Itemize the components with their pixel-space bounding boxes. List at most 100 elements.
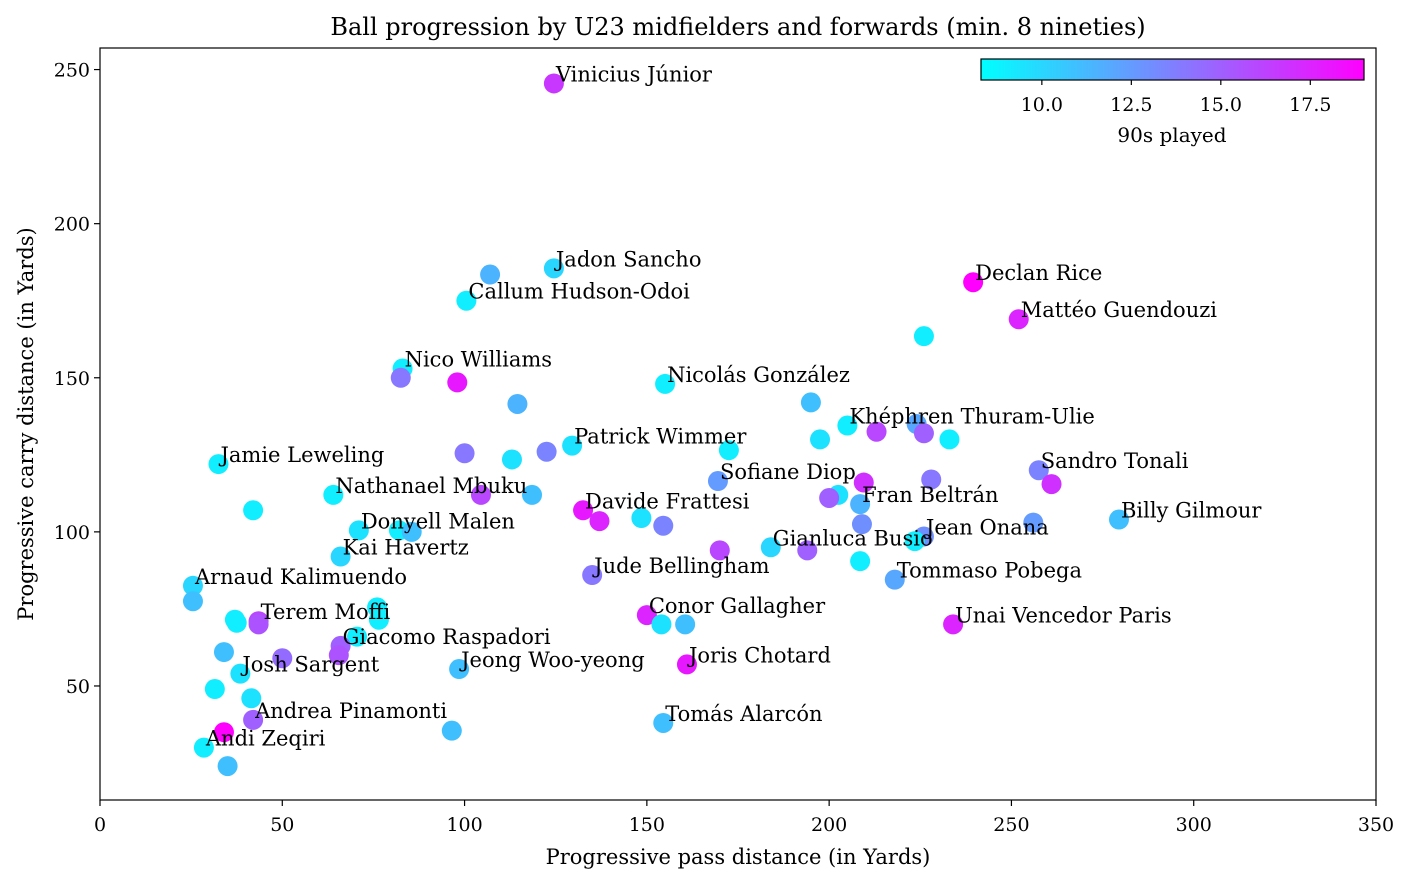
point-label: Mattéo Guendouzi	[1021, 298, 1218, 322]
data-point	[904, 531, 925, 552]
point-label: Vinicius Júnior	[555, 62, 713, 86]
data-point	[501, 449, 522, 470]
y-tick-label: 250	[54, 60, 90, 82]
point-label: Nico Williams	[405, 348, 552, 372]
point-label: Unai Vencedor Paris	[955, 603, 1172, 627]
data-point	[810, 429, 831, 450]
point-label: Gianluca Busio	[773, 526, 933, 550]
point-labels-layer: Vinicius Júnior Jadon Sancho Callum Hudson…	[194, 62, 1262, 750]
data-point	[323, 484, 344, 505]
data-point	[348, 520, 369, 541]
x-tick-label: 150	[629, 814, 665, 836]
point-label: Tomás Alarcón	[665, 702, 822, 726]
marks-layer	[182, 73, 1129, 777]
point-label: Kai Havertz	[343, 536, 469, 560]
data-point	[454, 443, 475, 464]
x-tick-label: 50	[270, 814, 294, 836]
data-point	[470, 484, 491, 505]
data-point	[939, 429, 960, 450]
point-label: Callum Hudson-Odoi	[468, 280, 690, 304]
point-label: Jean Onana	[924, 515, 1049, 539]
x-tick-label: 350	[1358, 814, 1394, 836]
data-point	[272, 648, 293, 669]
point-label: Andrea Pinamonti	[254, 699, 447, 723]
data-point	[213, 642, 234, 663]
data-point	[1041, 474, 1062, 495]
x-axis-label: Progressive pass distance (in Yards)	[546, 845, 931, 869]
data-point	[819, 487, 840, 508]
data-point	[921, 469, 942, 490]
data-point	[1023, 512, 1044, 533]
colorbar-tick-label: 12.5	[1110, 94, 1152, 116]
data-point	[676, 654, 697, 675]
data-point	[913, 326, 934, 347]
data-point	[797, 540, 818, 561]
y-tick-label: 100	[54, 522, 90, 544]
data-point	[441, 720, 462, 741]
x-tick-label: 100	[446, 814, 482, 836]
data-point	[182, 591, 203, 612]
y-tick-label: 50	[66, 676, 90, 698]
data-point	[193, 737, 214, 758]
data-point	[943, 614, 964, 635]
colorbar-tick-label: 17.5	[1289, 94, 1331, 116]
data-point	[182, 575, 203, 596]
data-point	[536, 441, 557, 462]
point-label: Khéphren Thuram-Ulie	[849, 405, 1094, 429]
data-point	[707, 471, 728, 492]
plot-frame	[99, 47, 1377, 801]
point-label: Nicolás González	[667, 363, 850, 387]
data-point	[562, 435, 583, 456]
chart-title: Ball progression by U23 midfielders and …	[330, 13, 1145, 41]
data-point	[330, 546, 351, 567]
data-point	[589, 511, 610, 532]
data-point	[208, 454, 229, 475]
data-point	[851, 514, 872, 535]
point-label: Andi Zeqiri	[205, 727, 326, 751]
colorbar-tick-label: 15.0	[1200, 94, 1242, 116]
data-point	[675, 614, 696, 635]
data-point	[522, 484, 543, 505]
data-point	[655, 373, 676, 394]
data-point	[447, 372, 468, 393]
data-point	[582, 565, 603, 586]
data-point	[1028, 460, 1049, 481]
data-point	[243, 500, 264, 521]
data-point	[651, 614, 672, 635]
data-point	[347, 626, 368, 647]
point-label: Patrick Wimmer	[574, 425, 747, 449]
colorbar-tick-label: 10.0	[1021, 94, 1063, 116]
data-point	[230, 663, 251, 684]
colorbar: 10.0 12.5 15.0 17.5 90s played	[980, 58, 1365, 147]
point-label: Conor Gallagher	[649, 594, 826, 618]
data-point	[449, 659, 470, 680]
data-point	[241, 688, 262, 709]
point-label: Sandro Tonali	[1041, 449, 1189, 473]
data-point	[390, 367, 411, 388]
data-point	[850, 551, 871, 572]
x-tick-label: 200	[811, 814, 847, 836]
point-label: Davide Frattesi	[585, 489, 750, 513]
data-point	[217, 756, 238, 777]
data-point	[1108, 509, 1129, 530]
point-label: Giacomo Raspadori	[343, 625, 551, 649]
data-point	[1008, 309, 1029, 330]
y-tick-label: 200	[54, 214, 90, 236]
data-point	[480, 264, 501, 285]
data-point	[213, 722, 234, 743]
data-point	[401, 521, 422, 542]
point-label: Terem Moffi	[261, 600, 391, 624]
data-point	[631, 508, 652, 528]
point-label: Billy Gilmour	[1121, 499, 1262, 523]
data-point	[653, 515, 674, 536]
data-point	[653, 712, 674, 733]
point-label: Jude Bellingham	[592, 554, 770, 578]
data-point	[636, 605, 657, 626]
data-point	[718, 440, 739, 461]
data-point	[709, 540, 730, 561]
y-tick-label: 150	[54, 368, 90, 390]
x-tick-label: 0	[94, 814, 106, 836]
point-label: Josh Sargent	[240, 653, 379, 677]
data-point	[913, 423, 934, 444]
data-point	[543, 258, 564, 279]
